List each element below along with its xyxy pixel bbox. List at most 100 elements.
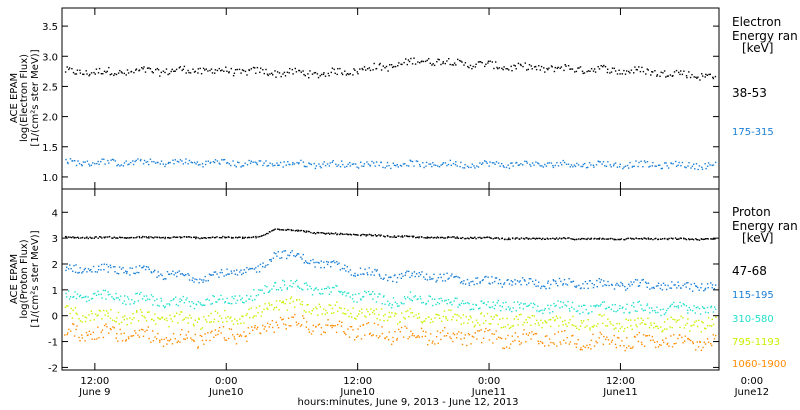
data-point bbox=[552, 316, 554, 319]
data-point bbox=[596, 238, 598, 240]
data-point bbox=[228, 337, 230, 340]
data-point bbox=[245, 271, 247, 274]
data-point bbox=[292, 229, 294, 232]
data-point bbox=[388, 339, 390, 341]
data-point bbox=[578, 67, 580, 69]
data-point bbox=[109, 293, 111, 296]
data-point bbox=[90, 164, 93, 166]
data-point bbox=[210, 321, 213, 323]
data-point bbox=[591, 282, 593, 285]
data-point bbox=[81, 297, 83, 299]
data-point bbox=[257, 294, 260, 296]
data-point bbox=[371, 271, 374, 273]
data-point bbox=[706, 338, 709, 340]
data-point bbox=[664, 237, 666, 240]
data-point bbox=[633, 238, 635, 240]
data-point bbox=[598, 337, 600, 339]
data-point bbox=[133, 272, 135, 274]
data-point bbox=[559, 307, 561, 309]
data-point bbox=[670, 162, 673, 165]
data-point bbox=[644, 161, 647, 164]
data-point bbox=[262, 266, 264, 268]
data-point bbox=[383, 295, 385, 297]
data-point bbox=[589, 327, 591, 329]
data-point bbox=[226, 162, 228, 164]
data-point bbox=[69, 296, 72, 298]
data-point bbox=[347, 309, 349, 311]
data-point bbox=[657, 346, 660, 348]
data-point bbox=[297, 322, 300, 325]
data-point bbox=[695, 238, 697, 240]
data-point bbox=[375, 161, 378, 163]
data-point bbox=[307, 262, 309, 264]
data-point bbox=[598, 314, 600, 316]
data-point bbox=[706, 306, 709, 309]
data-point bbox=[518, 314, 521, 316]
data-point bbox=[548, 338, 551, 340]
data-point bbox=[278, 164, 280, 166]
data-point bbox=[265, 232, 268, 235]
data-point bbox=[368, 67, 371, 69]
data-point bbox=[408, 60, 411, 63]
data-point bbox=[699, 313, 702, 315]
data-point bbox=[413, 57, 415, 59]
data-point bbox=[673, 343, 675, 345]
data-point bbox=[319, 306, 322, 308]
data-point bbox=[394, 236, 396, 238]
data-point bbox=[437, 165, 439, 167]
data-point bbox=[676, 238, 678, 240]
data-point bbox=[430, 318, 432, 320]
data-point bbox=[637, 317, 639, 320]
data-point bbox=[637, 340, 640, 343]
data-point bbox=[528, 304, 531, 306]
data-point bbox=[654, 70, 656, 72]
data-point bbox=[506, 68, 509, 70]
data-point bbox=[266, 286, 268, 288]
data-point bbox=[495, 161, 498, 163]
data-point bbox=[605, 307, 608, 310]
data-point bbox=[544, 320, 546, 322]
data-point bbox=[619, 163, 621, 165]
data-point bbox=[205, 299, 207, 301]
data-point bbox=[403, 303, 405, 305]
data-point bbox=[502, 347, 504, 349]
data-point bbox=[488, 306, 491, 308]
data-point bbox=[156, 67, 159, 70]
data-point bbox=[148, 237, 150, 239]
data-point bbox=[344, 264, 346, 266]
data-point bbox=[134, 160, 136, 163]
data-point bbox=[674, 284, 676, 286]
data-point bbox=[258, 305, 261, 307]
data-point bbox=[496, 338, 498, 340]
data-point bbox=[107, 315, 109, 317]
data-point bbox=[547, 280, 549, 282]
data-point bbox=[705, 328, 707, 330]
data-point bbox=[458, 331, 460, 333]
data-point bbox=[69, 236, 71, 238]
data-point bbox=[639, 282, 641, 284]
data-point bbox=[112, 237, 114, 239]
data-point bbox=[287, 317, 290, 319]
data-point bbox=[393, 235, 396, 237]
data-point bbox=[690, 167, 692, 169]
data-point bbox=[700, 349, 703, 351]
data-point bbox=[660, 71, 662, 73]
data-point bbox=[541, 285, 543, 288]
data-point bbox=[286, 71, 289, 73]
data-point bbox=[283, 280, 286, 283]
data-point bbox=[64, 334, 66, 336]
data-point bbox=[552, 342, 554, 344]
data-point bbox=[677, 238, 679, 240]
data-point bbox=[398, 328, 400, 331]
data-point bbox=[212, 236, 214, 238]
proton-ytick-label: 4 bbox=[52, 208, 58, 219]
data-point bbox=[535, 333, 538, 335]
data-point bbox=[685, 75, 688, 77]
data-point bbox=[305, 311, 307, 313]
data-point bbox=[220, 237, 222, 239]
data-point bbox=[220, 70, 222, 72]
data-point bbox=[199, 334, 201, 337]
data-point bbox=[393, 65, 395, 68]
data-point bbox=[146, 160, 149, 163]
data-point bbox=[214, 159, 217, 161]
